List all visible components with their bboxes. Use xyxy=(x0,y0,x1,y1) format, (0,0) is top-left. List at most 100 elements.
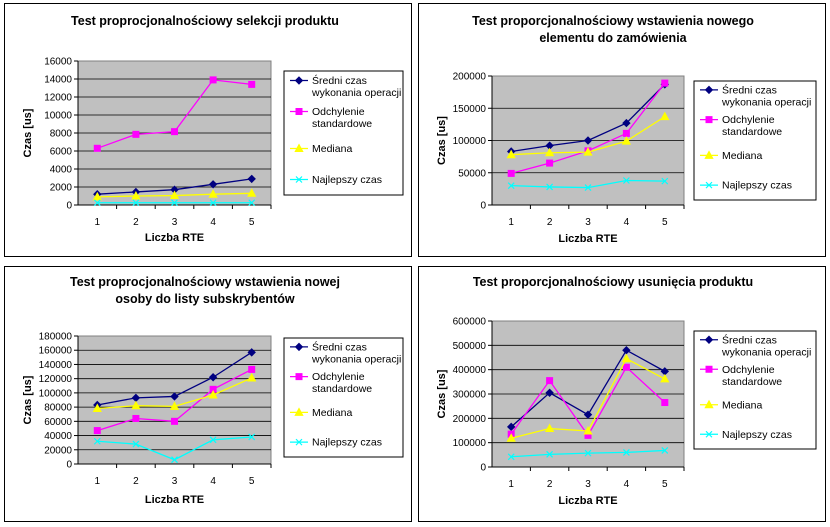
chart-3-x-tick-label: 3 xyxy=(172,476,178,487)
chart-4-series-1-point xyxy=(506,422,516,432)
chart-2-series-4-point xyxy=(546,183,554,191)
chart-2-series-4-point xyxy=(661,177,669,185)
chart-panel-2: Test proporcjonalnościowy wstawienia now… xyxy=(418,3,826,257)
chart-panel-4: Test proporcjonalnościowy usunięcia prod… xyxy=(418,266,826,522)
chart-2-series-4-point xyxy=(584,184,592,192)
chart-1-title: Test proprocjonalnościowy selekcji produ… xyxy=(71,14,339,28)
chart-panel-3: Test proprocjonalnościowy wstawienia now… xyxy=(4,266,412,522)
chart-2-legend-label: standardowe xyxy=(722,126,782,138)
chart-3-title: osoby do listy subskrybentów xyxy=(115,292,294,306)
chart-2-series-1-point xyxy=(583,136,593,145)
chart-1-x-tick-label: 1 xyxy=(95,217,101,228)
chart-4-y-tick-label: 0 xyxy=(480,463,486,474)
chart-4-legend-swatch-marker xyxy=(705,430,713,438)
chart-2-series-4-point xyxy=(507,182,515,190)
chart-1-legend-label: Mediana xyxy=(312,143,352,155)
chart-4-series-4-point xyxy=(622,448,630,456)
chart-2-y-tick-label: 100000 xyxy=(453,136,487,147)
chart-2-legend-swatch-marker xyxy=(704,150,714,159)
chart-4-series-3-point xyxy=(660,373,670,383)
chart-1-series-3 xyxy=(92,188,257,201)
chart-4-series-4-point xyxy=(661,447,669,454)
chart-4-y-tick-label: 600000 xyxy=(453,317,487,328)
chart-1-legend-swatch-marker xyxy=(295,108,303,115)
chart-3-y-tick-label: 100000 xyxy=(39,388,73,399)
chart-3-legend-swatch-marker xyxy=(294,407,304,416)
chart-1-series-3-point xyxy=(247,188,257,197)
chart-3-title: Test proprocjonalnościowy wstawienia now… xyxy=(70,275,340,289)
chart-2-legend-swatch-marker xyxy=(704,85,714,95)
chart-1-legend-swatch-marker xyxy=(294,76,304,85)
chart-4-legend-swatch-marker xyxy=(705,365,713,373)
chart-2-series-2-point xyxy=(546,159,554,167)
chart-3-series-4-point xyxy=(171,456,178,464)
chart-1-series-2-point xyxy=(209,76,217,84)
chart-2-x-tick-label: 5 xyxy=(662,217,668,228)
chart-2-y-tick-label: 0 xyxy=(480,201,486,212)
chart-3-series-2 xyxy=(93,365,256,435)
chart-svg-1: Test proprocjonalnościowy selekcji produ… xyxy=(22,14,404,244)
chart-2-series-2-point xyxy=(507,169,515,177)
chart-4-legend-label: Odchylenie xyxy=(722,364,775,376)
chart-1-y-tick-label: 12000 xyxy=(44,93,72,104)
chart-4-x-tick-label: 4 xyxy=(624,479,630,490)
chart-4-y-tick-label: 200000 xyxy=(453,414,487,425)
chart-1-y-tick-label: 14000 xyxy=(44,75,72,86)
chart-svg-2: Test proporcjonalnościowy wstawienia now… xyxy=(436,14,817,245)
chart-3-x-axis-label: Liczba RTE xyxy=(145,494,204,506)
chart-2-y-tick-label: 150000 xyxy=(453,104,487,115)
chart-4-legend-swatch-marker xyxy=(704,399,714,409)
chart-3-series-4-point xyxy=(209,436,217,444)
chart-4-series-3 xyxy=(506,353,670,442)
chart-panel-1: Test proprocjonalnościowy selekcji produ… xyxy=(4,3,412,257)
chart-2-series-3-point xyxy=(621,136,632,145)
chart-3-series-2-point xyxy=(171,417,178,425)
chart-1-legend-label: standardowe xyxy=(312,118,372,130)
chart-3-series-1 xyxy=(93,348,256,410)
chart-4-legend xyxy=(693,330,817,450)
chart-2-series-3-point xyxy=(660,111,670,121)
chart-3-y-tick-label: 180000 xyxy=(39,332,73,343)
chart-1-x-tick-label: 2 xyxy=(133,217,139,228)
chart-3-x-tick-label: 4 xyxy=(210,476,216,487)
chart-1-series-1-point xyxy=(208,180,218,189)
chart-4-y-tick-label: 100000 xyxy=(453,438,487,449)
chart-1-series-2-point xyxy=(93,144,101,152)
chart-1-y-tick-label: 0 xyxy=(66,201,72,212)
chart-3-y-tick-label: 120000 xyxy=(39,374,73,385)
chart-4-series-3-point xyxy=(506,433,516,442)
chart-3-y-tick-label: 160000 xyxy=(39,346,73,357)
chart-3-legend-label: Mediana xyxy=(312,407,352,419)
chart-2-legend-label: Odchylenie xyxy=(722,114,775,126)
chart-3-y-tick-label: 0 xyxy=(66,460,72,471)
chart-3-legend-label: Odchylenie xyxy=(312,371,365,383)
chart-3-y-tick-label: 80000 xyxy=(44,403,72,414)
chart-3-series-4-point xyxy=(93,437,101,445)
chart-1-x-tick-label: 5 xyxy=(249,217,255,228)
chart-1-series-2 xyxy=(93,76,256,152)
chart-4-series-1-point xyxy=(545,388,554,397)
chart-3-series-1-point xyxy=(208,373,218,382)
chart-2-series-2-point xyxy=(661,79,669,87)
chart-4-legend-label: Mediana xyxy=(722,399,762,411)
chart-1-series-4-point xyxy=(209,199,217,207)
chart-4-x-axis-label: Liczba RTE xyxy=(558,495,617,507)
chart-1-legend-swatch-marker xyxy=(294,143,304,152)
chart-1-series-4-point xyxy=(93,199,101,207)
chart-3-legend xyxy=(283,337,404,458)
chart-1-x-tick-label: 4 xyxy=(210,217,216,228)
chart-4-series-4 xyxy=(507,447,669,461)
chart-4-series-4-point xyxy=(507,453,515,461)
chart-3-legend-swatch-marker xyxy=(295,438,303,446)
chart-1-series-2-point xyxy=(248,80,256,88)
chart-3-series-3-point xyxy=(169,401,180,410)
chart-1-series-3-point xyxy=(169,190,180,200)
chart-svg-3: Test proprocjonalnościowy wstawienia now… xyxy=(22,275,404,506)
chart-1-legend-swatch-marker xyxy=(295,176,303,183)
chart-4-series-1 xyxy=(506,345,670,432)
chart-2-series-3-point xyxy=(544,147,555,157)
chart-1-series-3-point xyxy=(208,189,218,198)
chart-svg-4: Test proporcjonalnościowy usunięcia prod… xyxy=(436,275,817,507)
chart-3-y-tick-label: 140000 xyxy=(39,360,73,371)
chart-3-series-4-point xyxy=(132,440,140,448)
